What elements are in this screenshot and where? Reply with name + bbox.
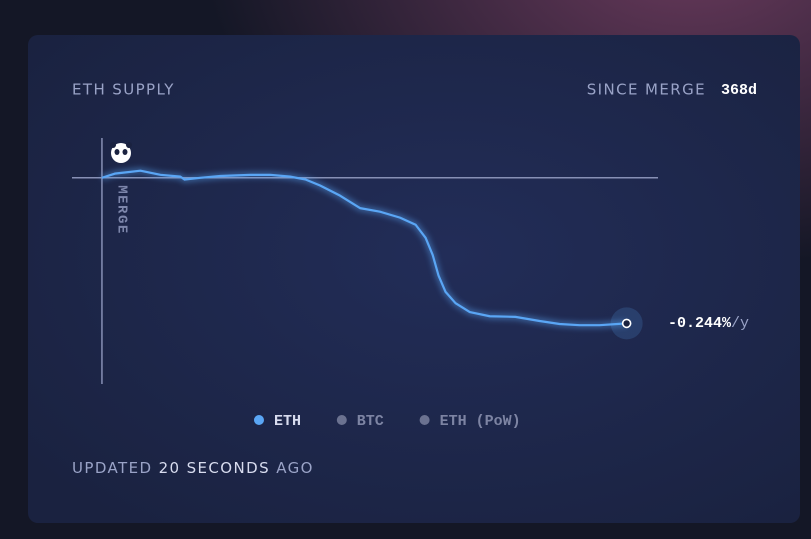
footer-value: 20 SECONDS (159, 459, 270, 477)
legend-label[interactable]: ETH (274, 413, 301, 430)
footer-prefix: UPDATED (72, 459, 152, 477)
merge-icon (110, 142, 132, 163)
since-value: 368d (721, 82, 757, 99)
title: ETH SUPPLY (72, 81, 175, 99)
end-point (621, 318, 632, 329)
legend-marker (419, 415, 430, 425)
legend-label[interactable]: ETH (PoW) (440, 413, 521, 430)
legend-marker (254, 415, 264, 425)
legend-label[interactable]: BTC (357, 413, 384, 430)
legend-marker (336, 415, 347, 425)
since-label: SINCE MERGE (587, 81, 706, 99)
merge-annotation: MERGE (113, 185, 129, 235)
footer-suffix: AGO (276, 459, 314, 477)
footer: UPDATED 20 SECONDS AGO (72, 459, 314, 477)
end-label: -0.244%/y (668, 315, 749, 332)
card (28, 35, 800, 523)
end-unit: /y (731, 315, 749, 332)
end-value: -0.244% (668, 315, 732, 332)
line (101, 169, 627, 327)
